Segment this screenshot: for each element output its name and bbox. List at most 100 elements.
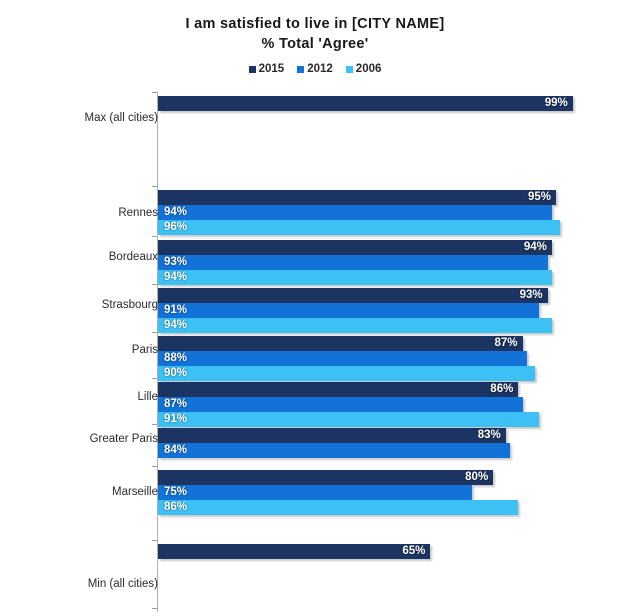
category-label-lille: Lille [137, 391, 158, 403]
legend-swatch-icon [345, 65, 353, 73]
chart-title: I am satisfied to live in [CITY NAME] [185, 16, 445, 32]
bar-value-label: 94% [164, 206, 188, 218]
bar-group-bars: 80% 75% 86% [158, 470, 630, 515]
bar-value-label: 94% [164, 271, 188, 283]
bar-row: 87% [158, 336, 630, 351]
bar-row [158, 559, 630, 574]
category-axis-line [157, 92, 158, 612]
bar-row: 65% [158, 544, 630, 559]
bar-rennes-2012[interactable]: 94% [158, 205, 552, 220]
bar-value-label: 86% [164, 501, 188, 513]
bar-bordeaux-2006[interactable]: 94% [158, 270, 552, 285]
legend-item-2006[interactable]: 2006 [345, 63, 382, 75]
bar-value-label: 90% [164, 367, 188, 379]
bar-row: 95% [158, 190, 630, 205]
bar-paris-2012[interactable]: 88% [158, 351, 527, 366]
bar-value-label: 87% [494, 337, 518, 349]
bar-row: 75% [158, 485, 630, 500]
bar-lille-2012[interactable]: 87% [158, 397, 523, 412]
category-label-greater-paris: Greater Paris [89, 433, 158, 445]
bar-paris-2006[interactable]: 90% [158, 366, 536, 381]
bar-value-label: 99% [544, 97, 568, 109]
bar-paris-2015[interactable]: 87% [158, 336, 523, 351]
bar-row: 86% [158, 500, 630, 515]
bar-value-label: 86% [490, 383, 514, 395]
bar-min-all-cities-2015[interactable]: 65% [158, 544, 431, 559]
axis-tick [152, 332, 157, 333]
bar-group-bars: 93% 91% 94% [158, 288, 630, 333]
bar-max-all-cities-2015[interactable]: 99% [158, 96, 573, 111]
axis-tick [152, 284, 157, 285]
chart-subtitle: % Total 'Agree' [261, 36, 369, 52]
bar-group-bars: 83% 84% [158, 428, 630, 473]
category-label-min-all-cities: Min (all cities) [87, 578, 158, 590]
category-label-max-all-cities: Max (all cities) [84, 112, 158, 124]
bar-strasbourg-2012[interactable]: 91% [158, 303, 540, 318]
chart-legend: 2015 2012 2006 [0, 63, 630, 75]
chart-header: I am satisfied to live in [CITY NAME] % … [0, 0, 630, 54]
plot-area: Max (all cities) 99% Rennes 95% 94% 96% Bordea… [0, 92, 630, 616]
axis-tick [152, 608, 157, 609]
bar-marseille-2006[interactable]: 86% [158, 500, 519, 515]
legend-item-2012[interactable]: 2012 [297, 63, 333, 75]
legend-swatch-icon [248, 65, 256, 73]
bar-bordeaux-2012[interactable]: 93% [158, 255, 548, 270]
axis-tick [152, 186, 157, 187]
bar-greater-paris-2012[interactable]: 84% [158, 443, 510, 458]
bar-row: 91% [158, 412, 630, 427]
bar-group-bars: 86% 87% 91% [158, 382, 630, 427]
legend-item-2015[interactable]: 2015 [248, 63, 285, 75]
bar-group-bars: 99% [158, 96, 630, 141]
axis-tick [152, 424, 157, 425]
bar-row: 88% [158, 351, 630, 366]
bar-row: 94% [158, 318, 630, 333]
axis-tick [152, 378, 157, 379]
bar-group-bars: 65% [158, 544, 630, 589]
bar-marseille-2015[interactable]: 80% [158, 470, 494, 485]
bar-value-label: 80% [465, 471, 489, 483]
bar-value-label: 94% [164, 319, 188, 331]
bar-strasbourg-2006[interactable]: 94% [158, 318, 552, 333]
bar-marseille-2012[interactable]: 75% [158, 485, 473, 500]
bar-lille-2015[interactable]: 86% [158, 382, 519, 397]
bar-value-label: 94% [523, 241, 547, 253]
bar-row [158, 126, 630, 141]
bar-value-label: 93% [519, 289, 543, 301]
bar-group-bars: 95% 94% 96% [158, 190, 630, 235]
legend-label: 2012 [307, 63, 333, 75]
bar-group-bars: 94% 93% 94% [158, 240, 630, 285]
legend-label: 2015 [258, 63, 285, 75]
bar-row: 83% [158, 428, 630, 443]
bar-rennes-2006[interactable]: 96% [158, 220, 561, 235]
bar-strasbourg-2015[interactable]: 93% [158, 288, 548, 303]
axis-tick [152, 92, 157, 93]
bar-value-label: 96% [164, 221, 188, 233]
axis-tick [152, 540, 157, 541]
category-label-bordeaux: Bordeaux [108, 251, 158, 263]
bar-row [158, 111, 630, 126]
bar-row: 93% [158, 255, 630, 270]
bar-row: 86% [158, 382, 630, 397]
bar-value-label: 87% [164, 398, 188, 410]
axis-tick [152, 466, 157, 467]
bar-greater-paris-2015[interactable]: 83% [158, 428, 506, 443]
axis-tick [152, 236, 157, 237]
bar-value-label: 75% [164, 486, 188, 498]
bar-row: 84% [158, 443, 630, 458]
bar-lille-2006[interactable]: 91% [158, 412, 540, 427]
bar-row: 96% [158, 220, 630, 235]
legend-label: 2006 [355, 63, 382, 75]
bar-value-label: 88% [164, 352, 188, 364]
bar-row: 94% [158, 240, 630, 255]
bar-value-label: 93% [164, 256, 188, 268]
bar-value-label: 84% [164, 444, 188, 456]
bar-row [158, 574, 630, 589]
category-label-paris: Paris [131, 344, 158, 356]
bar-rennes-2015[interactable]: 95% [158, 190, 557, 205]
bar-row: 80% [158, 470, 630, 485]
bar-value-label: 65% [402, 545, 426, 557]
bar-row: 90% [158, 366, 630, 381]
bar-value-label: 91% [164, 304, 188, 316]
bar-row: 94% [158, 205, 630, 220]
bar-bordeaux-2015[interactable]: 94% [158, 240, 552, 255]
